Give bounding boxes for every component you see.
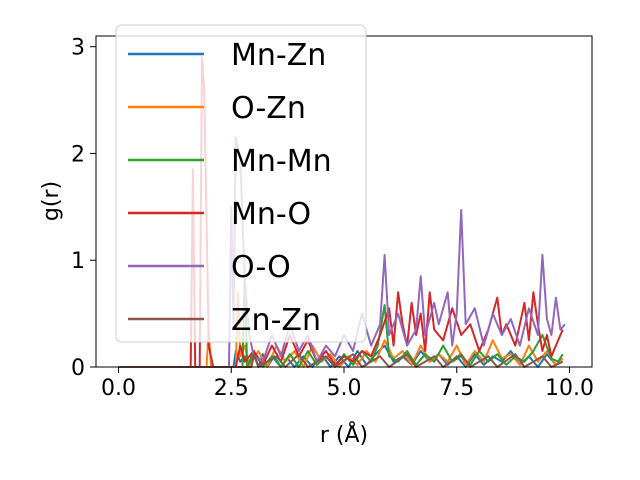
x-axis-label: r (Å)	[320, 421, 368, 448]
x-tick-label: 10.0	[545, 376, 594, 401]
series-line-mn-mn	[118, 269, 564, 368]
legend-label-zn-zn: Zn-Zn	[231, 303, 321, 338]
y-tick-label: 3	[71, 36, 85, 61]
y-axis: 0 1 2 3	[71, 36, 96, 381]
legend-label-o-zn: O-Zn	[231, 91, 306, 126]
legend-label-o-o: O-O	[231, 250, 291, 285]
series-line-o-o	[118, 136, 566, 368]
legend-label-mn-o: Mn-O	[231, 197, 311, 232]
legend-label-mn-zn: Mn-Zn	[231, 38, 326, 73]
legend-label-mn-mn: Mn-Mn	[231, 144, 332, 179]
legend-box	[115, 24, 367, 343]
y-axis-label: g(r)	[39, 181, 64, 221]
x-tick-label: 7.5	[439, 376, 474, 401]
x-axis: 0.0 2.5 5.0 7.5 10.0	[101, 367, 594, 401]
legend: Mn-Zn O-Zn Mn-Mn Mn-O O-O Zn-Zn	[115, 24, 367, 343]
x-tick-label: 2.5	[214, 376, 249, 401]
x-tick-label: 0.0	[101, 376, 136, 401]
y-tick-label: 0	[71, 356, 85, 381]
y-tick-label: 1	[71, 249, 85, 274]
y-tick-label: 2	[71, 142, 85, 167]
x-tick-label: 5.0	[327, 376, 362, 401]
